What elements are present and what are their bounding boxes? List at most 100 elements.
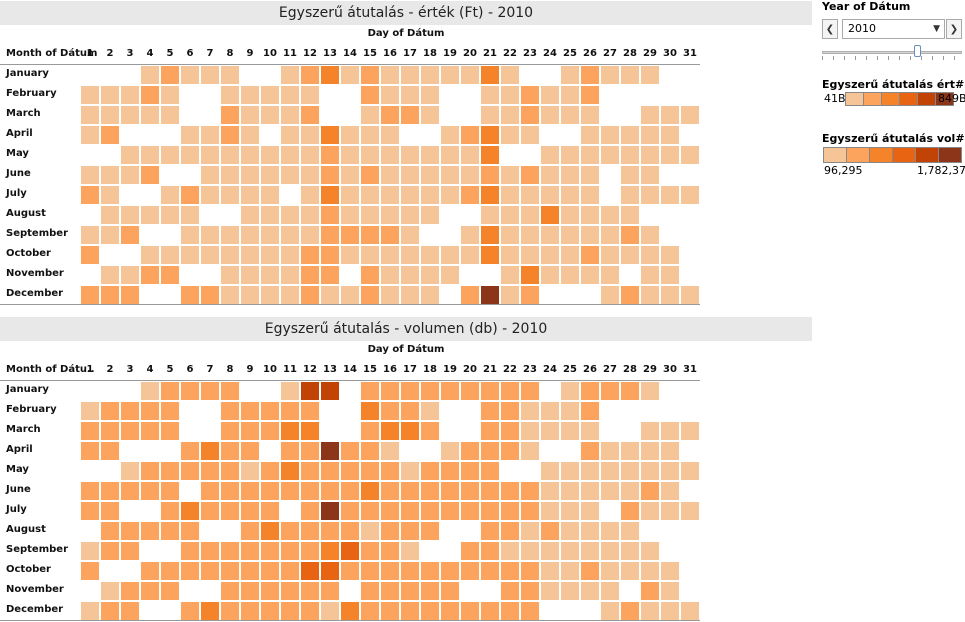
heatmap-cell[interactable] <box>241 266 259 284</box>
heatmap-cell[interactable] <box>621 502 639 520</box>
heatmap-cell[interactable] <box>161 522 179 540</box>
heatmap-cell[interactable] <box>581 66 599 84</box>
heatmap-cell[interactable] <box>321 66 339 84</box>
heatmap-cell[interactable] <box>361 562 379 580</box>
heatmap-cell[interactable] <box>461 482 479 500</box>
heatmap-cell[interactable] <box>541 562 559 580</box>
heatmap-cell[interactable] <box>581 442 599 460</box>
heatmap-cell[interactable] <box>641 582 659 600</box>
heatmap-cell[interactable] <box>601 542 619 560</box>
heatmap-cell[interactable] <box>661 422 679 440</box>
heatmap-cell[interactable] <box>641 286 659 304</box>
heatmap-cell[interactable] <box>141 66 159 84</box>
heatmap-cell[interactable] <box>321 206 339 224</box>
heatmap-cell[interactable] <box>301 186 319 204</box>
heatmap-cell[interactable] <box>261 226 279 244</box>
heatmap-cell[interactable] <box>481 146 499 164</box>
heatmap-cell[interactable] <box>421 106 439 124</box>
heatmap-cell[interactable] <box>221 462 239 480</box>
heatmap-cell[interactable] <box>461 226 479 244</box>
heatmap-cell[interactable] <box>521 482 539 500</box>
heatmap-cell[interactable] <box>621 206 639 224</box>
year-slider-track[interactable] <box>822 51 962 54</box>
heatmap-cell[interactable] <box>341 482 359 500</box>
heatmap-cell[interactable] <box>361 602 379 620</box>
heatmap-cell[interactable] <box>481 402 499 420</box>
heatmap-cell[interactable] <box>501 286 519 304</box>
heatmap-cell[interactable] <box>261 402 279 420</box>
heatmap-cell[interactable] <box>361 186 379 204</box>
heatmap-cell[interactable] <box>481 442 499 460</box>
heatmap-cell[interactable] <box>181 66 199 84</box>
heatmap-cell[interactable] <box>401 422 419 440</box>
heatmap-cell[interactable] <box>421 146 439 164</box>
heatmap-cell[interactable] <box>121 582 139 600</box>
heatmap-cell[interactable] <box>101 106 119 124</box>
heatmap-cell[interactable] <box>321 442 339 460</box>
heatmap-cell[interactable] <box>541 462 559 480</box>
heatmap-cell[interactable] <box>621 562 639 580</box>
heatmap-cell[interactable] <box>641 382 659 400</box>
heatmap-cell[interactable] <box>461 442 479 460</box>
heatmap-cell[interactable] <box>541 542 559 560</box>
heatmap-cell[interactable] <box>201 286 219 304</box>
heatmap-cell[interactable] <box>261 582 279 600</box>
heatmap-cell[interactable] <box>81 286 99 304</box>
heatmap-cell[interactable] <box>301 602 319 620</box>
heatmap-cell[interactable] <box>281 126 299 144</box>
heatmap-cell[interactable] <box>601 442 619 460</box>
heatmap-cell[interactable] <box>521 502 539 520</box>
heatmap-cell[interactable] <box>141 422 159 440</box>
heatmap-cell[interactable] <box>321 542 339 560</box>
heatmap-cell[interactable] <box>121 602 139 620</box>
heatmap-cell[interactable] <box>501 542 519 560</box>
heatmap-cell[interactable] <box>81 186 99 204</box>
heatmap-cell[interactable] <box>561 186 579 204</box>
heatmap-cell[interactable] <box>361 86 379 104</box>
heatmap-cell[interactable] <box>301 542 319 560</box>
heatmap-cell[interactable] <box>161 266 179 284</box>
heatmap-cell[interactable] <box>561 146 579 164</box>
heatmap-cell[interactable] <box>481 542 499 560</box>
heatmap-cell[interactable] <box>381 442 399 460</box>
heatmap-cell[interactable] <box>481 562 499 580</box>
heatmap-cell[interactable] <box>521 206 539 224</box>
heatmap-cell[interactable] <box>581 246 599 264</box>
heatmap-cell[interactable] <box>281 106 299 124</box>
heatmap-cell[interactable] <box>121 166 139 184</box>
heatmap-cell[interactable] <box>281 86 299 104</box>
heatmap-cell[interactable] <box>281 226 299 244</box>
heatmap-cell[interactable] <box>301 286 319 304</box>
heatmap-cell[interactable] <box>141 462 159 480</box>
heatmap-cell[interactable] <box>221 86 239 104</box>
heatmap-cell[interactable] <box>321 146 339 164</box>
heatmap-cell[interactable] <box>541 206 559 224</box>
heatmap-cell[interactable] <box>521 422 539 440</box>
heatmap-cell[interactable] <box>621 462 639 480</box>
heatmap-cell[interactable] <box>161 502 179 520</box>
heatmap-cell[interactable] <box>421 166 439 184</box>
heatmap-cell[interactable] <box>261 286 279 304</box>
heatmap-cell[interactable] <box>501 106 519 124</box>
heatmap-cell[interactable] <box>81 482 99 500</box>
heatmap-cell[interactable] <box>601 602 619 620</box>
heatmap-cell[interactable] <box>621 146 639 164</box>
heatmap-cell[interactable] <box>341 602 359 620</box>
heatmap-cell[interactable] <box>281 602 299 620</box>
heatmap-cell[interactable] <box>301 562 319 580</box>
heatmap-cell[interactable] <box>501 502 519 520</box>
heatmap-cell[interactable] <box>241 86 259 104</box>
heatmap-cell[interactable] <box>341 66 359 84</box>
heatmap-cell[interactable] <box>81 166 99 184</box>
heatmap-cell[interactable] <box>181 226 199 244</box>
heatmap-cell[interactable] <box>101 442 119 460</box>
heatmap-cell[interactable] <box>221 186 239 204</box>
heatmap-cell[interactable] <box>381 502 399 520</box>
heatmap-cell[interactable] <box>161 582 179 600</box>
heatmap-cell[interactable] <box>121 402 139 420</box>
heatmap-cell[interactable] <box>281 482 299 500</box>
heatmap-cell[interactable] <box>421 582 439 600</box>
heatmap-cell[interactable] <box>441 562 459 580</box>
heatmap-cell[interactable] <box>561 462 579 480</box>
heatmap-cell[interactable] <box>481 286 499 304</box>
